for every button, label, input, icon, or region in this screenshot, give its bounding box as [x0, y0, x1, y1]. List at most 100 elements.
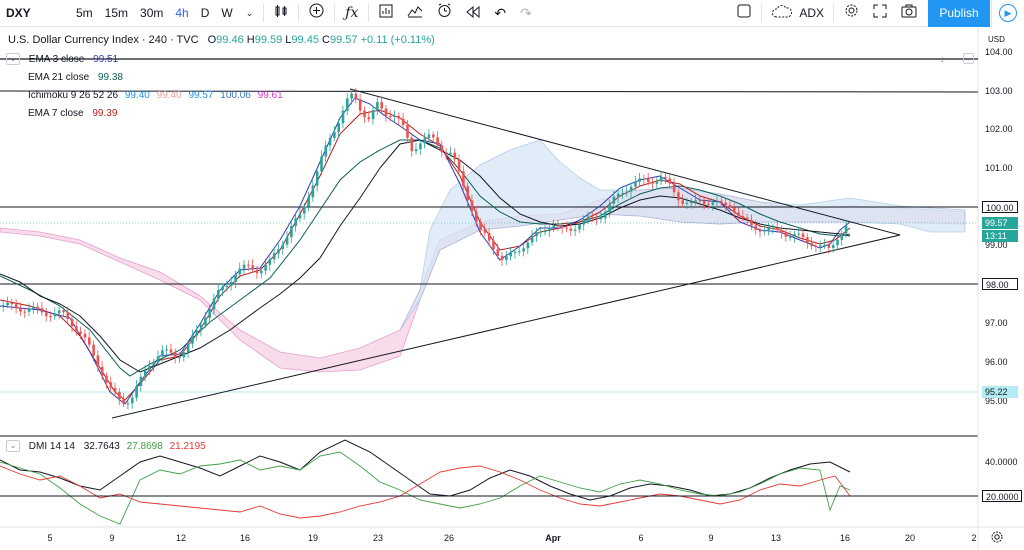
candle-body: [440, 145, 444, 153]
ohlc-low: 99.45: [291, 34, 319, 46]
candle-body: [685, 202, 689, 204]
legend-ema-7[interactable]: EMA 7 close 99.39: [28, 106, 117, 121]
legend-dmi[interactable]: ⌄ DMI 14 14 32.7643 27.8698 21.2195: [6, 439, 206, 454]
interval-d[interactable]: D: [200, 5, 210, 20]
candle-body: [827, 244, 831, 248]
candle-body: [599, 218, 603, 220]
redo-icon[interactable]: ↷: [520, 4, 532, 21]
pane-maximize-icon[interactable]: [963, 53, 974, 64]
candle-body: [66, 312, 70, 320]
legend-ema-3[interactable]: ⌄ EMA 3 close 99.51: [6, 52, 118, 67]
ohlc-high: 99.59: [254, 34, 283, 46]
interval-5m[interactable]: 5m: [76, 5, 93, 20]
legend-value: 21.2195: [169, 441, 206, 452]
replay-icon[interactable]: [459, 0, 487, 27]
compare-symbol[interactable]: ADX: [799, 5, 824, 20]
candle-body: [268, 259, 272, 265]
candle-body: [376, 102, 379, 111]
candle-body: [6, 302, 9, 306]
interval-30m[interactable]: 30m: [140, 5, 164, 20]
financials-icon[interactable]: [372, 0, 400, 27]
candle-body: [745, 217, 749, 220]
candle-body: [152, 361, 156, 366]
templates-icon[interactable]: [400, 0, 430, 27]
candle-body: [354, 93, 358, 100]
candle-body: [88, 337, 91, 345]
legend-value: 99.39: [92, 108, 118, 119]
price-axis-label: 101.00: [985, 163, 1013, 173]
fullscreen-icon[interactable]: [866, 0, 894, 27]
gear-icon[interactable]: [837, 0, 866, 27]
symbol-search[interactable]: DXY: [6, 5, 31, 20]
candle-body: [475, 211, 478, 222]
compare-add-icon[interactable]: [302, 0, 331, 27]
interval-4h[interactable]: 4h: [175, 5, 189, 20]
level-line-103[interactable]: [0, 90, 979, 93]
candle-style-icon[interactable]: [267, 0, 295, 27]
candlestick-series: [2, 87, 848, 410]
candle-body: [315, 171, 319, 186]
legend-ichimoku[interactable]: Ichimoku 9 26 52 26 99.40 99.40 99.57 10…: [28, 88, 283, 103]
level-tag-98: 98.00: [982, 278, 1018, 290]
candle-body: [586, 216, 590, 220]
indicators-icon[interactable]: ƒx: [345, 4, 359, 21]
collapse-icon[interactable]: ⌄: [6, 53, 20, 66]
candle-body: [182, 352, 186, 358]
toolbar-divider: [334, 4, 336, 22]
pane-move-down-icon[interactable]: ↓: [940, 54, 945, 64]
candle-body: [591, 216, 594, 218]
price-axis-label: 99.00: [985, 240, 1008, 250]
candle-body: [444, 152, 448, 154]
candle-body: [40, 308, 44, 313]
candle-body: [367, 117, 371, 120]
time-axis-label: Apr: [545, 533, 561, 543]
camera-icon[interactable]: [894, 0, 924, 27]
candle-body: [561, 225, 564, 228]
time-axis-label: 26: [443, 533, 455, 543]
candle-body: [638, 178, 641, 182]
candle-body: [281, 244, 285, 250]
candle-body: [767, 228, 770, 231]
candle-body: [320, 156, 323, 172]
chevron-down-icon[interactable]: ⌄: [245, 7, 254, 18]
candle-body: [496, 249, 500, 256]
interval-w[interactable]: W: [221, 5, 233, 20]
price-axis-label: 96.00: [985, 357, 1008, 367]
ohlc-close-label: C: [322, 34, 330, 46]
candle-body: [298, 213, 302, 219]
candle-body: [677, 192, 680, 201]
toolbar-divider: [761, 4, 763, 22]
candle-body: [384, 108, 388, 116]
candle-body: [427, 134, 431, 138]
candle-body: [569, 228, 573, 231]
candle-body: [195, 330, 199, 336]
candle-body: [655, 181, 659, 184]
candle-body: [582, 219, 586, 225]
candle-body: [647, 178, 650, 182]
cloud-icon[interactable]: [765, 0, 799, 27]
candle-body: [118, 391, 121, 399]
triangle-lower-line[interactable]: [111, 234, 901, 419]
candle-body: [36, 306, 39, 309]
publish-menu-button[interactable]: ▶: [991, 0, 1024, 27]
alert-icon[interactable]: [430, 0, 459, 27]
undo-icon[interactable]: ↶: [494, 4, 507, 21]
candle-body: [23, 311, 27, 313]
candle-body: [470, 200, 474, 212]
triangle-upper-line[interactable]: [349, 88, 901, 236]
candle-body: [793, 234, 796, 237]
legend-ema-21[interactable]: EMA 21 close 99.38: [28, 70, 123, 85]
legend-value: 100.06: [220, 90, 251, 101]
candle-body: [49, 316, 52, 318]
ohlc-low-label: L: [285, 34, 292, 46]
candle-body: [702, 201, 706, 205]
ema-7-line: [0, 109, 851, 401]
publish-button[interactable]: Publish: [928, 0, 990, 27]
settings-gear-icon[interactable]: [990, 530, 1004, 549]
collapse-icon[interactable]: ⌄: [6, 440, 20, 453]
layout-icon[interactable]: [730, 0, 758, 27]
legend-value: 99.57: [188, 90, 214, 101]
candle-body: [513, 252, 517, 254]
interval-15m[interactable]: 15m: [104, 5, 129, 20]
